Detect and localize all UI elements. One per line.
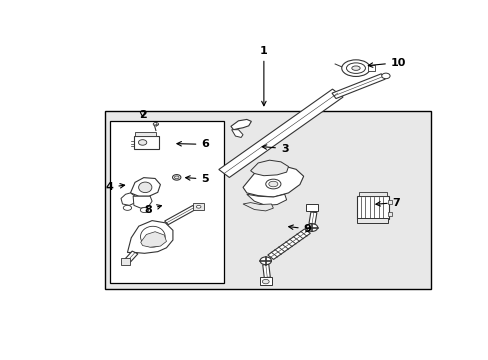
Bar: [110, 121, 224, 283]
Polygon shape: [267, 229, 310, 260]
Bar: [387, 200, 391, 204]
Ellipse shape: [305, 224, 317, 231]
Ellipse shape: [140, 208, 148, 212]
Bar: [357, 219, 387, 223]
Polygon shape: [262, 265, 270, 278]
Ellipse shape: [262, 279, 268, 284]
Text: 3: 3: [262, 144, 288, 153]
Polygon shape: [121, 193, 136, 205]
Polygon shape: [218, 89, 343, 177]
Bar: [104, 111, 430, 288]
Ellipse shape: [196, 205, 201, 208]
Ellipse shape: [138, 182, 152, 193]
Bar: [193, 203, 204, 210]
Ellipse shape: [381, 73, 389, 79]
Ellipse shape: [140, 226, 165, 247]
Ellipse shape: [260, 257, 271, 265]
Ellipse shape: [174, 176, 179, 179]
Bar: [387, 212, 391, 216]
Ellipse shape: [341, 60, 369, 76]
Polygon shape: [243, 203, 273, 211]
Text: 6: 6: [177, 139, 209, 149]
Bar: [260, 278, 272, 285]
Polygon shape: [230, 120, 251, 130]
Ellipse shape: [346, 63, 365, 73]
Bar: [358, 192, 386, 196]
Bar: [368, 66, 374, 71]
Bar: [121, 258, 130, 265]
Polygon shape: [133, 196, 152, 208]
Ellipse shape: [172, 175, 181, 180]
Polygon shape: [308, 212, 316, 224]
Polygon shape: [164, 206, 196, 225]
Text: 1: 1: [260, 46, 267, 106]
Ellipse shape: [265, 179, 280, 189]
Bar: [134, 136, 158, 149]
Bar: [305, 204, 318, 211]
Ellipse shape: [351, 66, 359, 70]
Text: 9: 9: [288, 224, 311, 234]
Ellipse shape: [153, 122, 158, 126]
Polygon shape: [130, 177, 160, 196]
Polygon shape: [250, 160, 288, 176]
Text: 7: 7: [375, 198, 400, 208]
Bar: [135, 132, 156, 136]
Polygon shape: [124, 251, 138, 262]
Text: 4: 4: [105, 183, 124, 192]
Polygon shape: [127, 221, 173, 253]
Text: 2: 2: [139, 110, 146, 120]
Ellipse shape: [123, 205, 131, 210]
Polygon shape: [141, 232, 166, 247]
Ellipse shape: [138, 140, 146, 145]
Bar: [356, 195, 388, 219]
Polygon shape: [331, 74, 385, 99]
Ellipse shape: [268, 181, 277, 187]
Polygon shape: [243, 165, 303, 197]
Polygon shape: [231, 130, 243, 138]
Text: 5: 5: [185, 174, 208, 184]
Text: 8: 8: [144, 204, 161, 215]
Text: 10: 10: [367, 58, 406, 68]
Polygon shape: [246, 194, 286, 205]
